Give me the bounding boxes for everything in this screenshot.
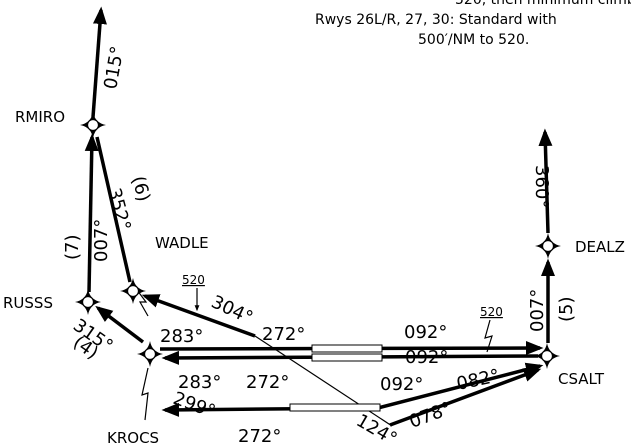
route (95, 136, 132, 283)
label: 520 (182, 273, 205, 287)
lightning (136, 289, 149, 317)
label: 299° (170, 388, 218, 423)
label: 092° (380, 374, 423, 395)
waypoint: KROCS (107, 429, 159, 447)
label: 092° (404, 322, 447, 343)
label: (5) (556, 297, 577, 323)
label: 283° (178, 372, 221, 393)
note: Rwys 26L/R, 27, 30: Standard with (315, 12, 557, 28)
waypoint: WADLE (155, 234, 209, 252)
label: 272° (262, 324, 305, 345)
runway (311, 344, 383, 353)
label: (7) (62, 235, 83, 261)
waypoint: RUSSS (3, 294, 53, 312)
label: 007° (527, 289, 548, 332)
label: 360° (531, 165, 552, 208)
waypoint: CSALT (558, 370, 605, 388)
route (377, 362, 544, 410)
routes (84, 6, 555, 427)
route (389, 368, 542, 427)
note: 520, then minimum climb (455, 0, 631, 8)
label: 272° (246, 372, 289, 393)
label: 283° (160, 326, 203, 347)
label: 520 (480, 305, 503, 319)
waypoint: RMIRO (15, 108, 65, 126)
label: 092° (405, 347, 448, 368)
waypoint-labels: RMIRO WADLE RUSSS KROCS CSALT DEALZ (3, 108, 625, 447)
route (141, 294, 256, 338)
lightning (141, 367, 149, 421)
note: 500′/NM to 520. (418, 32, 529, 48)
route (538, 128, 553, 234)
lightning (484, 319, 493, 353)
label: 015° (100, 45, 128, 91)
waypoint: DEALZ (575, 238, 625, 256)
label: 082° (455, 365, 502, 395)
route (95, 305, 145, 344)
label: 272° (238, 426, 281, 447)
route (84, 133, 99, 293)
route-labels: 015° 352° (6) 007° (7) 304° 272° 283° 52… (62, 45, 577, 447)
label: 078° (407, 398, 455, 433)
runway (311, 353, 383, 362)
route (91, 6, 107, 118)
label: (6) (127, 174, 154, 204)
label: 007° (91, 219, 112, 262)
fixes (74, 111, 562, 370)
runway (289, 403, 381, 412)
notes: 520, then minimum climb Rwys 26L/R, 27, … (315, 0, 631, 48)
